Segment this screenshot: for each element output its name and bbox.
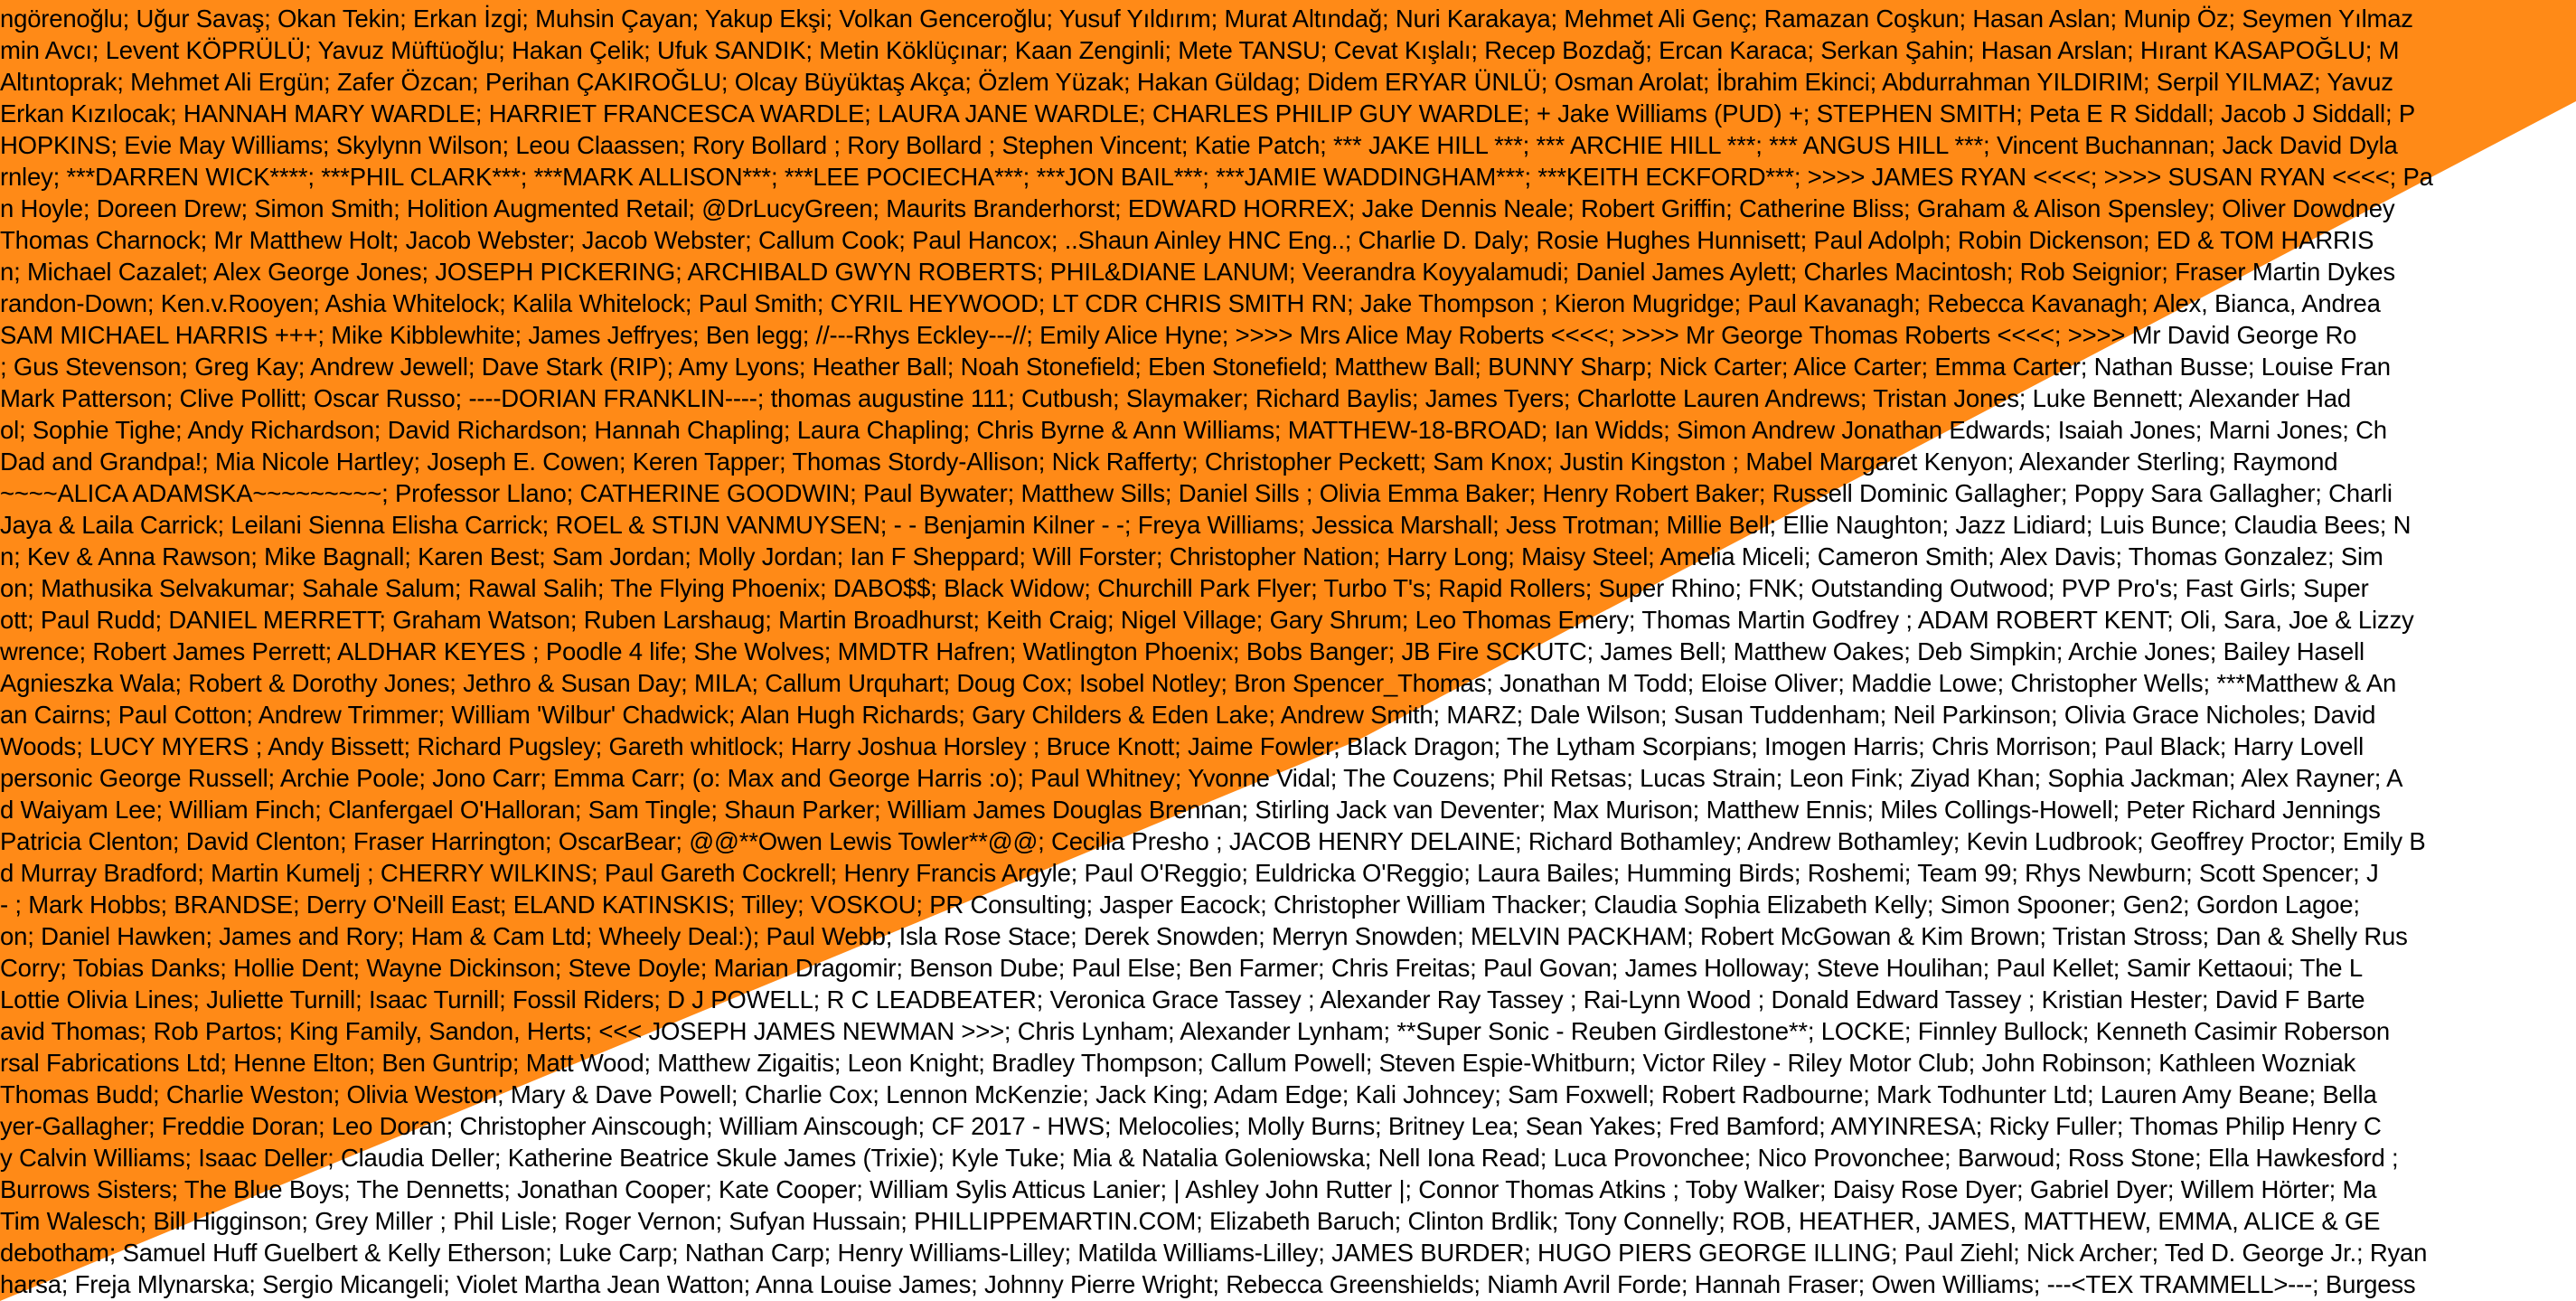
name-line: Agnieszka Wala; Robert & Dorothy Jones; … <box>0 669 2397 697</box>
name-line: d Murray Bradford; Martin Kumelj ; CHERR… <box>0 859 2379 887</box>
name-line: n; Kev & Anna Rawson; Mike Bagnall; Kare… <box>0 542 2383 570</box>
name-line: HOPKINS; Evie May Williams; Skylynn Wils… <box>0 131 2398 159</box>
name-line: ; Gus Stevenson; Greg Kay; Andrew Jewell… <box>0 353 2391 381</box>
name-line: Woods; LUCY MYERS ; Andy Bissett; Richar… <box>0 732 2364 760</box>
name-line: avid Thomas; Rob Partos; King Family, Sa… <box>0 1017 2390 1045</box>
name-line: Corry; Tobias Danks; Hollie Dent; Wayne … <box>0 954 2363 982</box>
name-line: Altıntoprak; Mehmet Ali Ergün; Zafer Özc… <box>0 68 2393 96</box>
name-line: Patricia Clenton; David Clenton; Fraser … <box>0 827 2426 855</box>
name-line: Tim Walesch; Bill Higginson; Grey Miller… <box>0 1207 2381 1235</box>
name-line: ol; Sophie Tighe; Andy Richardson; David… <box>0 416 2387 444</box>
name-line: debotham; Samuel Huff Guelbert & Kelly E… <box>0 1239 2428 1267</box>
name-line: Mark Patterson; Clive Pollitt; Oscar Rus… <box>0 384 2351 412</box>
name-line: personic George Russell; Archie Poole; J… <box>0 764 2403 792</box>
name-line: - ; Mark Hobbs; BRANDSE; Derry O'Neill E… <box>0 891 2360 919</box>
name-line: Erkan Kızılocak; HANNAH MARY WARDLE; HAR… <box>0 99 2415 127</box>
name-line: an Cairns; Paul Cotton; Andrew Trimmer; … <box>0 701 2376 729</box>
name-line: harsa; Freja Mlynarska; Sergio Micangeli… <box>0 1270 2416 1298</box>
name-line: rnley; ***DARREN WICK****; ***PHIL CLARK… <box>0 163 2433 191</box>
name-line: ott; Paul Rudd; DANIEL MERRETT; Graham W… <box>0 606 2414 634</box>
name-line: ngörenoğlu; Uğur Savaş; Okan Tekin; Erka… <box>0 5 2413 33</box>
name-line: y Calvin Williams; Isaac Deller; Claudia… <box>0 1144 2399 1172</box>
name-line: rsal Fabrications Ltd; Henne Elton; Ben … <box>0 1049 2356 1077</box>
name-line: Burrows Sisters; The Blue Boys; The Denn… <box>0 1175 2377 1203</box>
name-line: wrence; Robert James Perrett; ALDHAR KEY… <box>0 637 2364 665</box>
name-line: Jaya & Laila Carrick; Leilani Sienna Eli… <box>0 511 2411 539</box>
name-line: ~~~~ALICA ADAMSKA~~~~~~~~~; Professor Ll… <box>0 479 2393 507</box>
name-line: n Hoyle; Doreen Drew; Simon Smith; Holit… <box>0 194 2395 222</box>
name-line: SAM MICHAEL HARRIS +++; Mike Kibblewhite… <box>0 321 2357 349</box>
name-line: on; Daniel Hawken; James and Rory; Ham &… <box>0 922 2408 950</box>
name-line: Lottie Olivia Lines; Juliette Turnill; I… <box>0 985 2365 1013</box>
name-line: n; Michael Cazalet; Alex George Jones; J… <box>0 258 2395 286</box>
name-line: yer-Gallagher; Freddie Doran; Leo Doran;… <box>0 1112 2382 1140</box>
name-line: Dad and Grandpa!; Mia Nicole Hartley; Jo… <box>0 448 2338 476</box>
name-line: min Avcı; Levent KÖPRÜLÜ; Yavuz Müftüoğl… <box>0 36 2400 64</box>
name-line: on; Mathusika Selvakumar; Sahale Salum; … <box>0 574 2369 602</box>
name-line: randon-Down; Ken.v.Rooyen; Ashia Whitelo… <box>0 289 2381 317</box>
name-line: Thomas Charnock; Mr Matthew Holt; Jacob … <box>0 226 2374 254</box>
name-line: Thomas Budd; Charlie Weston; Olivia West… <box>0 1080 2377 1108</box>
name-line: d Waiyam Lee; William Finch; Clanfergael… <box>0 796 2381 824</box>
